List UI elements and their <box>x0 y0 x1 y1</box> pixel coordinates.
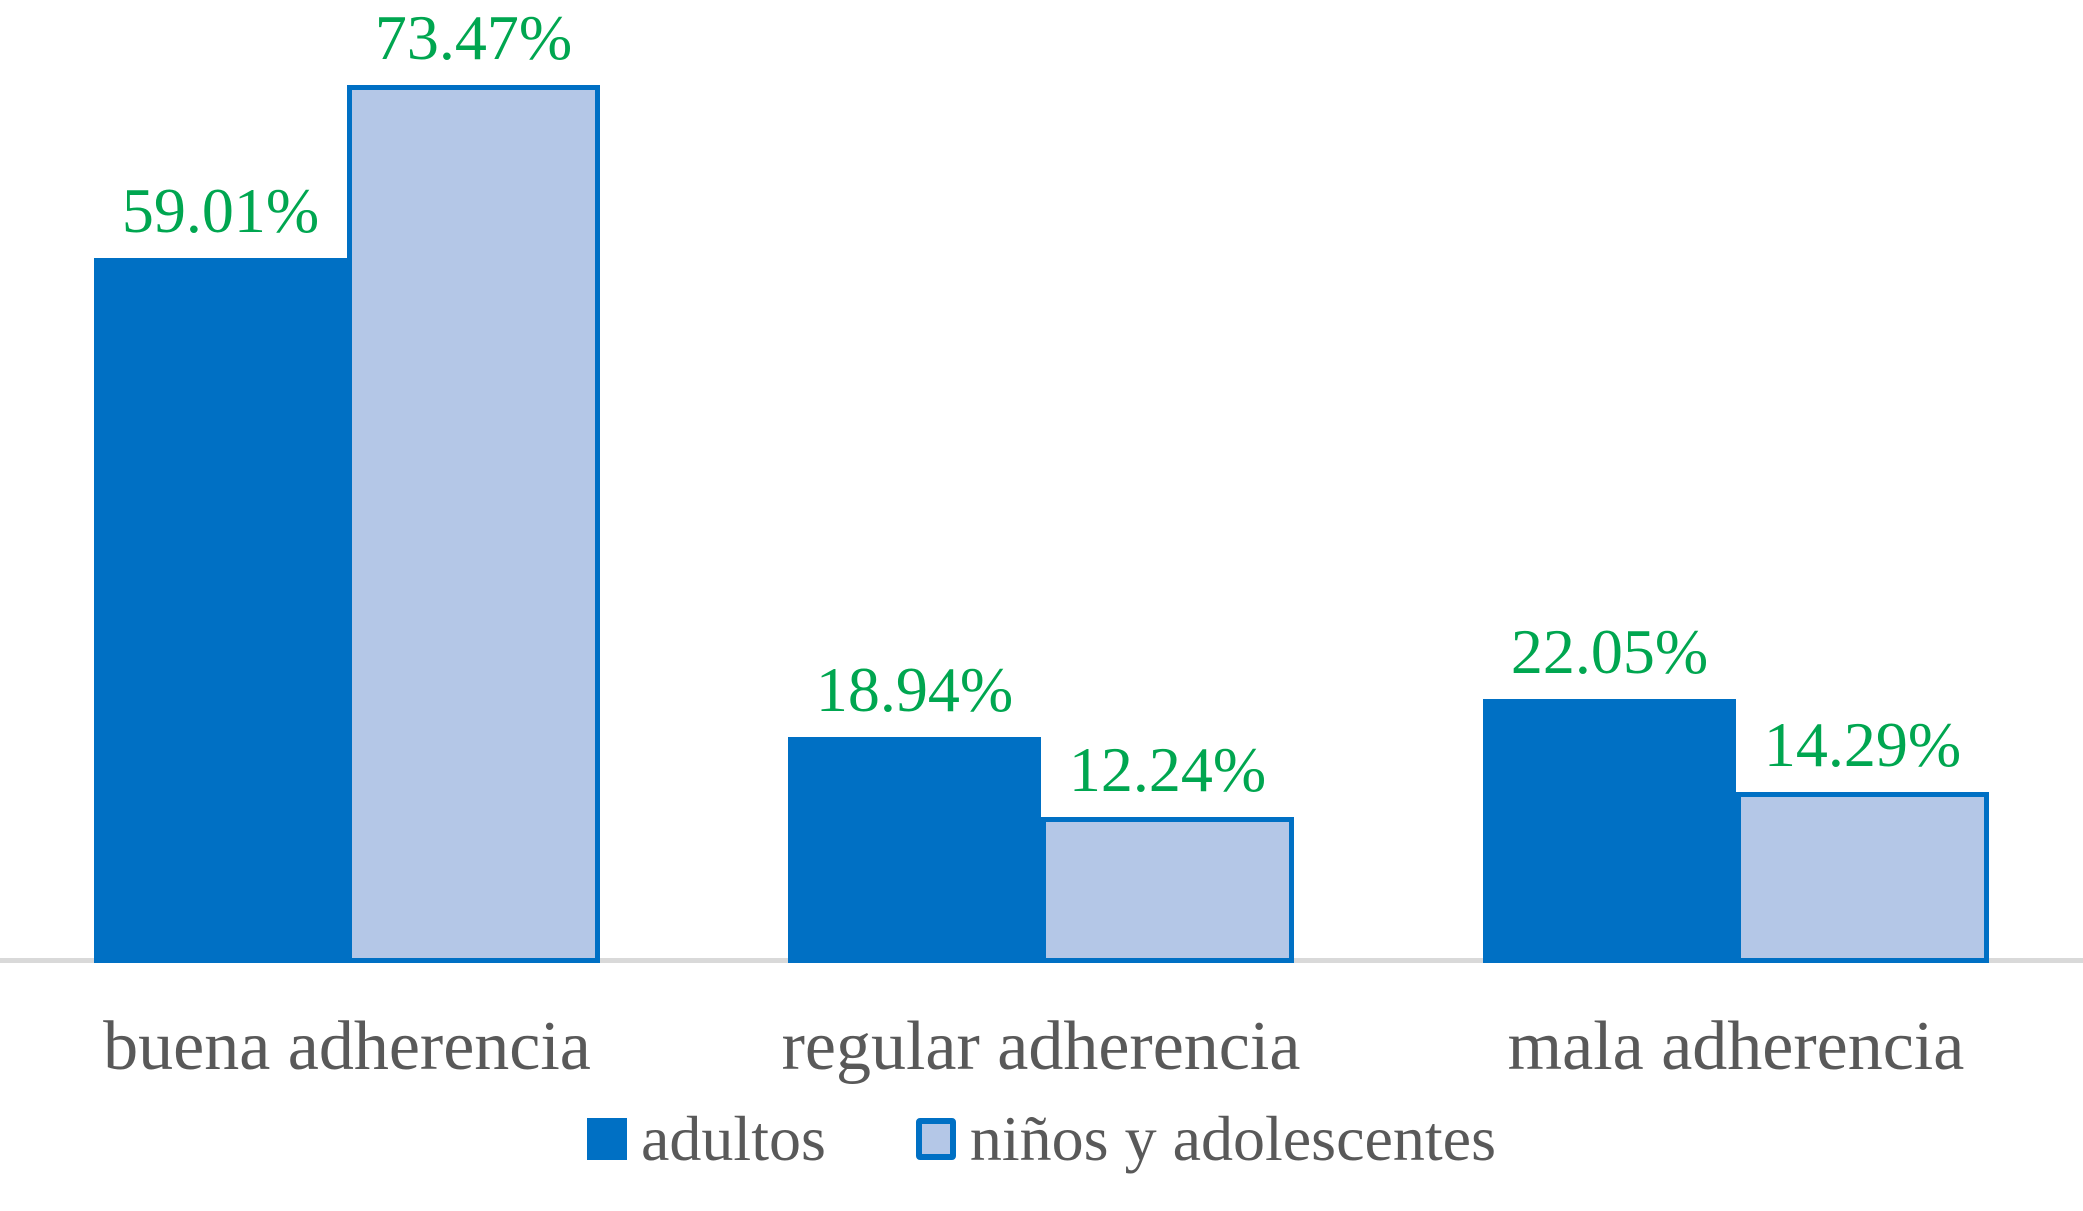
data-label-adultos-buena-adherencia: 59.01% <box>121 175 320 246</box>
bar-adultos-regular-adherencia <box>788 737 1041 963</box>
bar-ninos-y-adolescentes-regular-adherencia <box>1041 817 1294 963</box>
data-label-ninos-y-adolescentes-buena-adherencia: 73.47% <box>374 2 573 73</box>
data-label-adultos-regular-adherencia: 18.94% <box>815 654 1014 725</box>
legend-swatch-ninos-y-adolescentes <box>915 1118 956 1161</box>
category-label-regular-adherencia: regular adherencia <box>781 1008 1301 1085</box>
legend-label-adultos: adultos <box>641 1103 826 1174</box>
data-label-ninos-y-adolescentes-regular-adherencia: 12.24% <box>1068 734 1267 805</box>
data-label-ninos-y-adolescentes-mala-adherencia: 14.29% <box>1763 709 1962 780</box>
bar-ninos-y-adolescentes-mala-adherencia <box>1736 792 1989 963</box>
bar-adultos-mala-adherencia <box>1483 699 1736 963</box>
legend-item-adultos: adultos <box>587 1103 826 1174</box>
bar-ninos-y-adolescentes-buena-adherencia <box>347 85 600 963</box>
bar-adultos-buena-adherencia <box>94 258 347 963</box>
category-label-mala-adherencia: mala adherencia <box>1507 1008 1965 1085</box>
legend-item-ninos-y-adolescentes: niños y adolescentes <box>915 1103 1496 1174</box>
legend-label-ninos-y-adolescentes: niños y adolescentes <box>969 1103 1496 1174</box>
plot-area: 59.01% 73.47% 18.94% 12.24% 22.05% 14.29% <box>0 2 2083 963</box>
data-label-adultos-mala-adherencia: 22.05% <box>1510 616 1709 687</box>
legend-swatch-adultos <box>587 1118 628 1161</box>
legend: adultos niños y adolescentes <box>0 1103 2083 1174</box>
category-label-buena-adherencia: buena adherencia <box>103 1008 591 1085</box>
